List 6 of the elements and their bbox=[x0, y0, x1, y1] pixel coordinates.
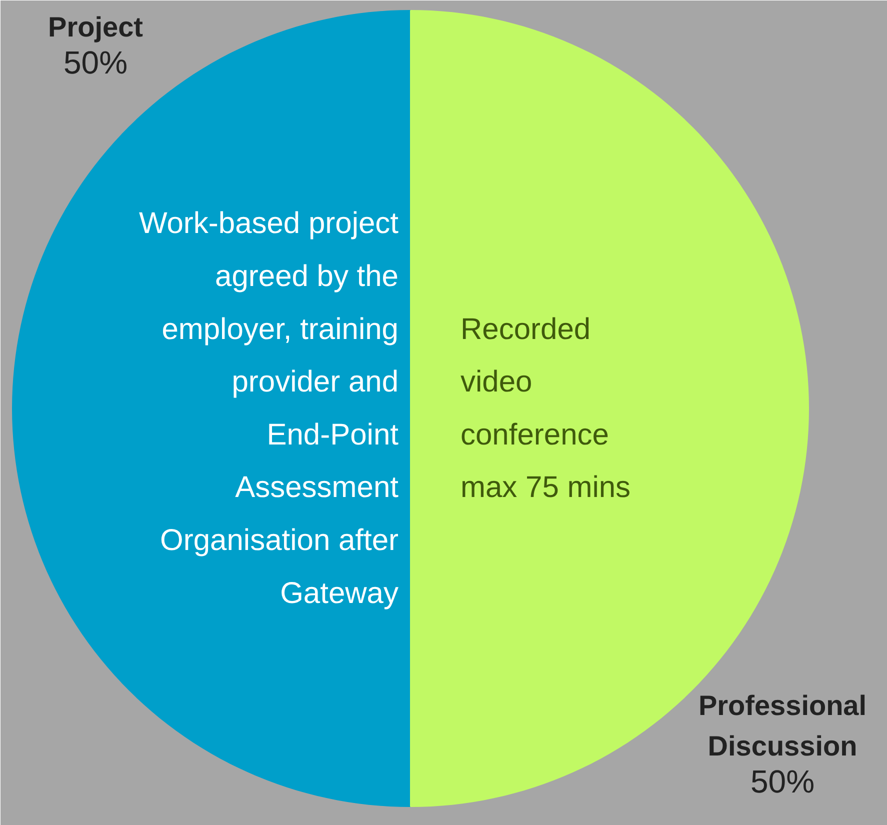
data-label: 50% bbox=[63, 44, 128, 80]
slice-label: Project bbox=[48, 12, 143, 42]
text: Recorded video conference max 75 mins bbox=[460, 312, 631, 504]
slice-label: Professional Discussion bbox=[698, 690, 867, 762]
data-label: 50% bbox=[750, 764, 815, 800]
text: Work-based project agreed by the employer, training provider and End-Point Assessment Organisation after Gateway bbox=[138, 207, 400, 610]
